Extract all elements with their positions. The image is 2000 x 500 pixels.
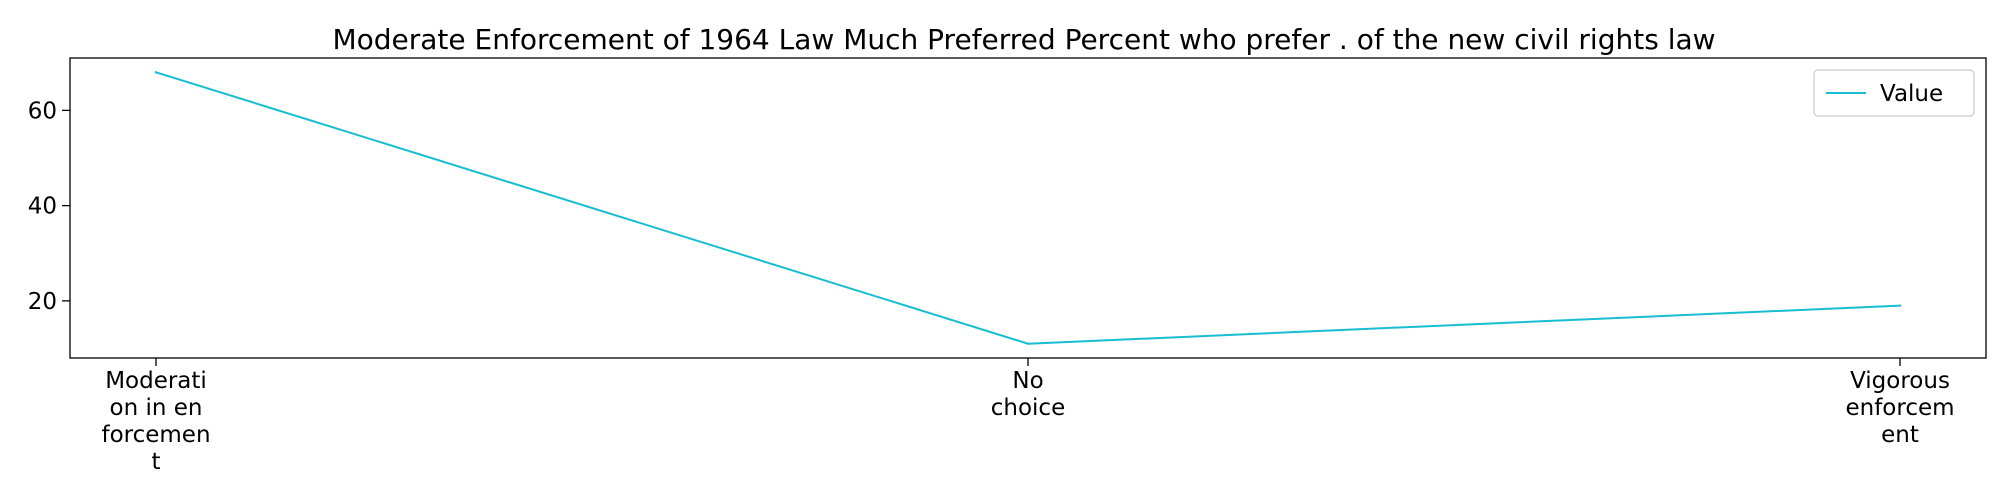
series-line xyxy=(155,71,1901,345)
data-point xyxy=(1898,304,1902,307)
y-tick-label: 20 xyxy=(28,289,57,315)
y-tick-label: 60 xyxy=(28,98,57,124)
chart-title: Moderate Enforcement of 1964 Law Much Pr… xyxy=(332,23,1715,56)
x-tick-label: No choice xyxy=(991,368,1065,421)
data-point xyxy=(1026,342,1030,345)
series-layer xyxy=(154,71,1902,345)
x-tick-label: Moderati on in en forcemen t xyxy=(101,368,210,475)
plot-area xyxy=(69,57,1987,359)
legend-box xyxy=(1813,69,1975,117)
legend: Value xyxy=(1813,69,1975,117)
y-axis: 20 40 60 xyxy=(28,98,70,315)
x-axis: Moderati on in en forcemen t No choice Vigorou… xyxy=(101,358,1955,475)
x-tick-label: Vigorous enforcem ent xyxy=(1845,368,1954,448)
y-tick-label: 40 xyxy=(28,194,57,220)
data-point xyxy=(154,71,158,74)
legend-label: Value xyxy=(1880,81,1943,107)
